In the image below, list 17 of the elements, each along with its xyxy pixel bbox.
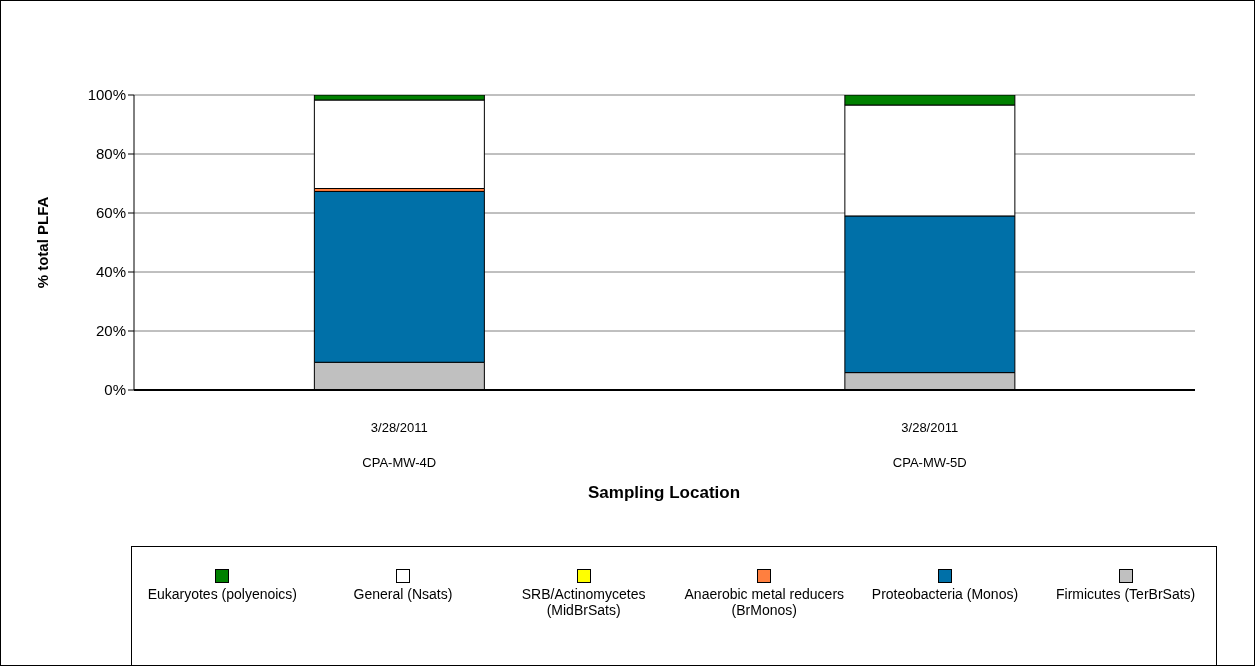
category-label: 3/28/2011 CPA-MW-4D [362,420,437,470]
legend-label: Firmicutes (TerBrSats) [1055,586,1196,602]
legend-label: General (Nsats) [353,586,453,602]
y-tick-label: 20% [95,322,126,340]
legend-label: SRB/Actinomycetes (MidBrSats) [520,586,647,618]
legend-label: Proteobacteria (Monos) [871,586,1019,602]
y-tick-label: 40% [95,263,126,281]
y-tick-label: 0% [104,381,126,399]
legend-label: Eukaryotes (polyenoics) [147,586,298,602]
y-axis-title: % total PLFA [34,196,52,289]
legend-label: Anaerobic metal reducers (BrMonos) [683,586,846,618]
bar [313,99,485,190]
x-axis-title: Sampling Location [586,483,742,503]
category-label: 3/28/2011 CPA-MW-5D [892,420,967,470]
y-tick-label: 100% [87,86,126,104]
y-tick-label: 60% [95,204,126,222]
y-tick-label: 80% [95,145,126,163]
